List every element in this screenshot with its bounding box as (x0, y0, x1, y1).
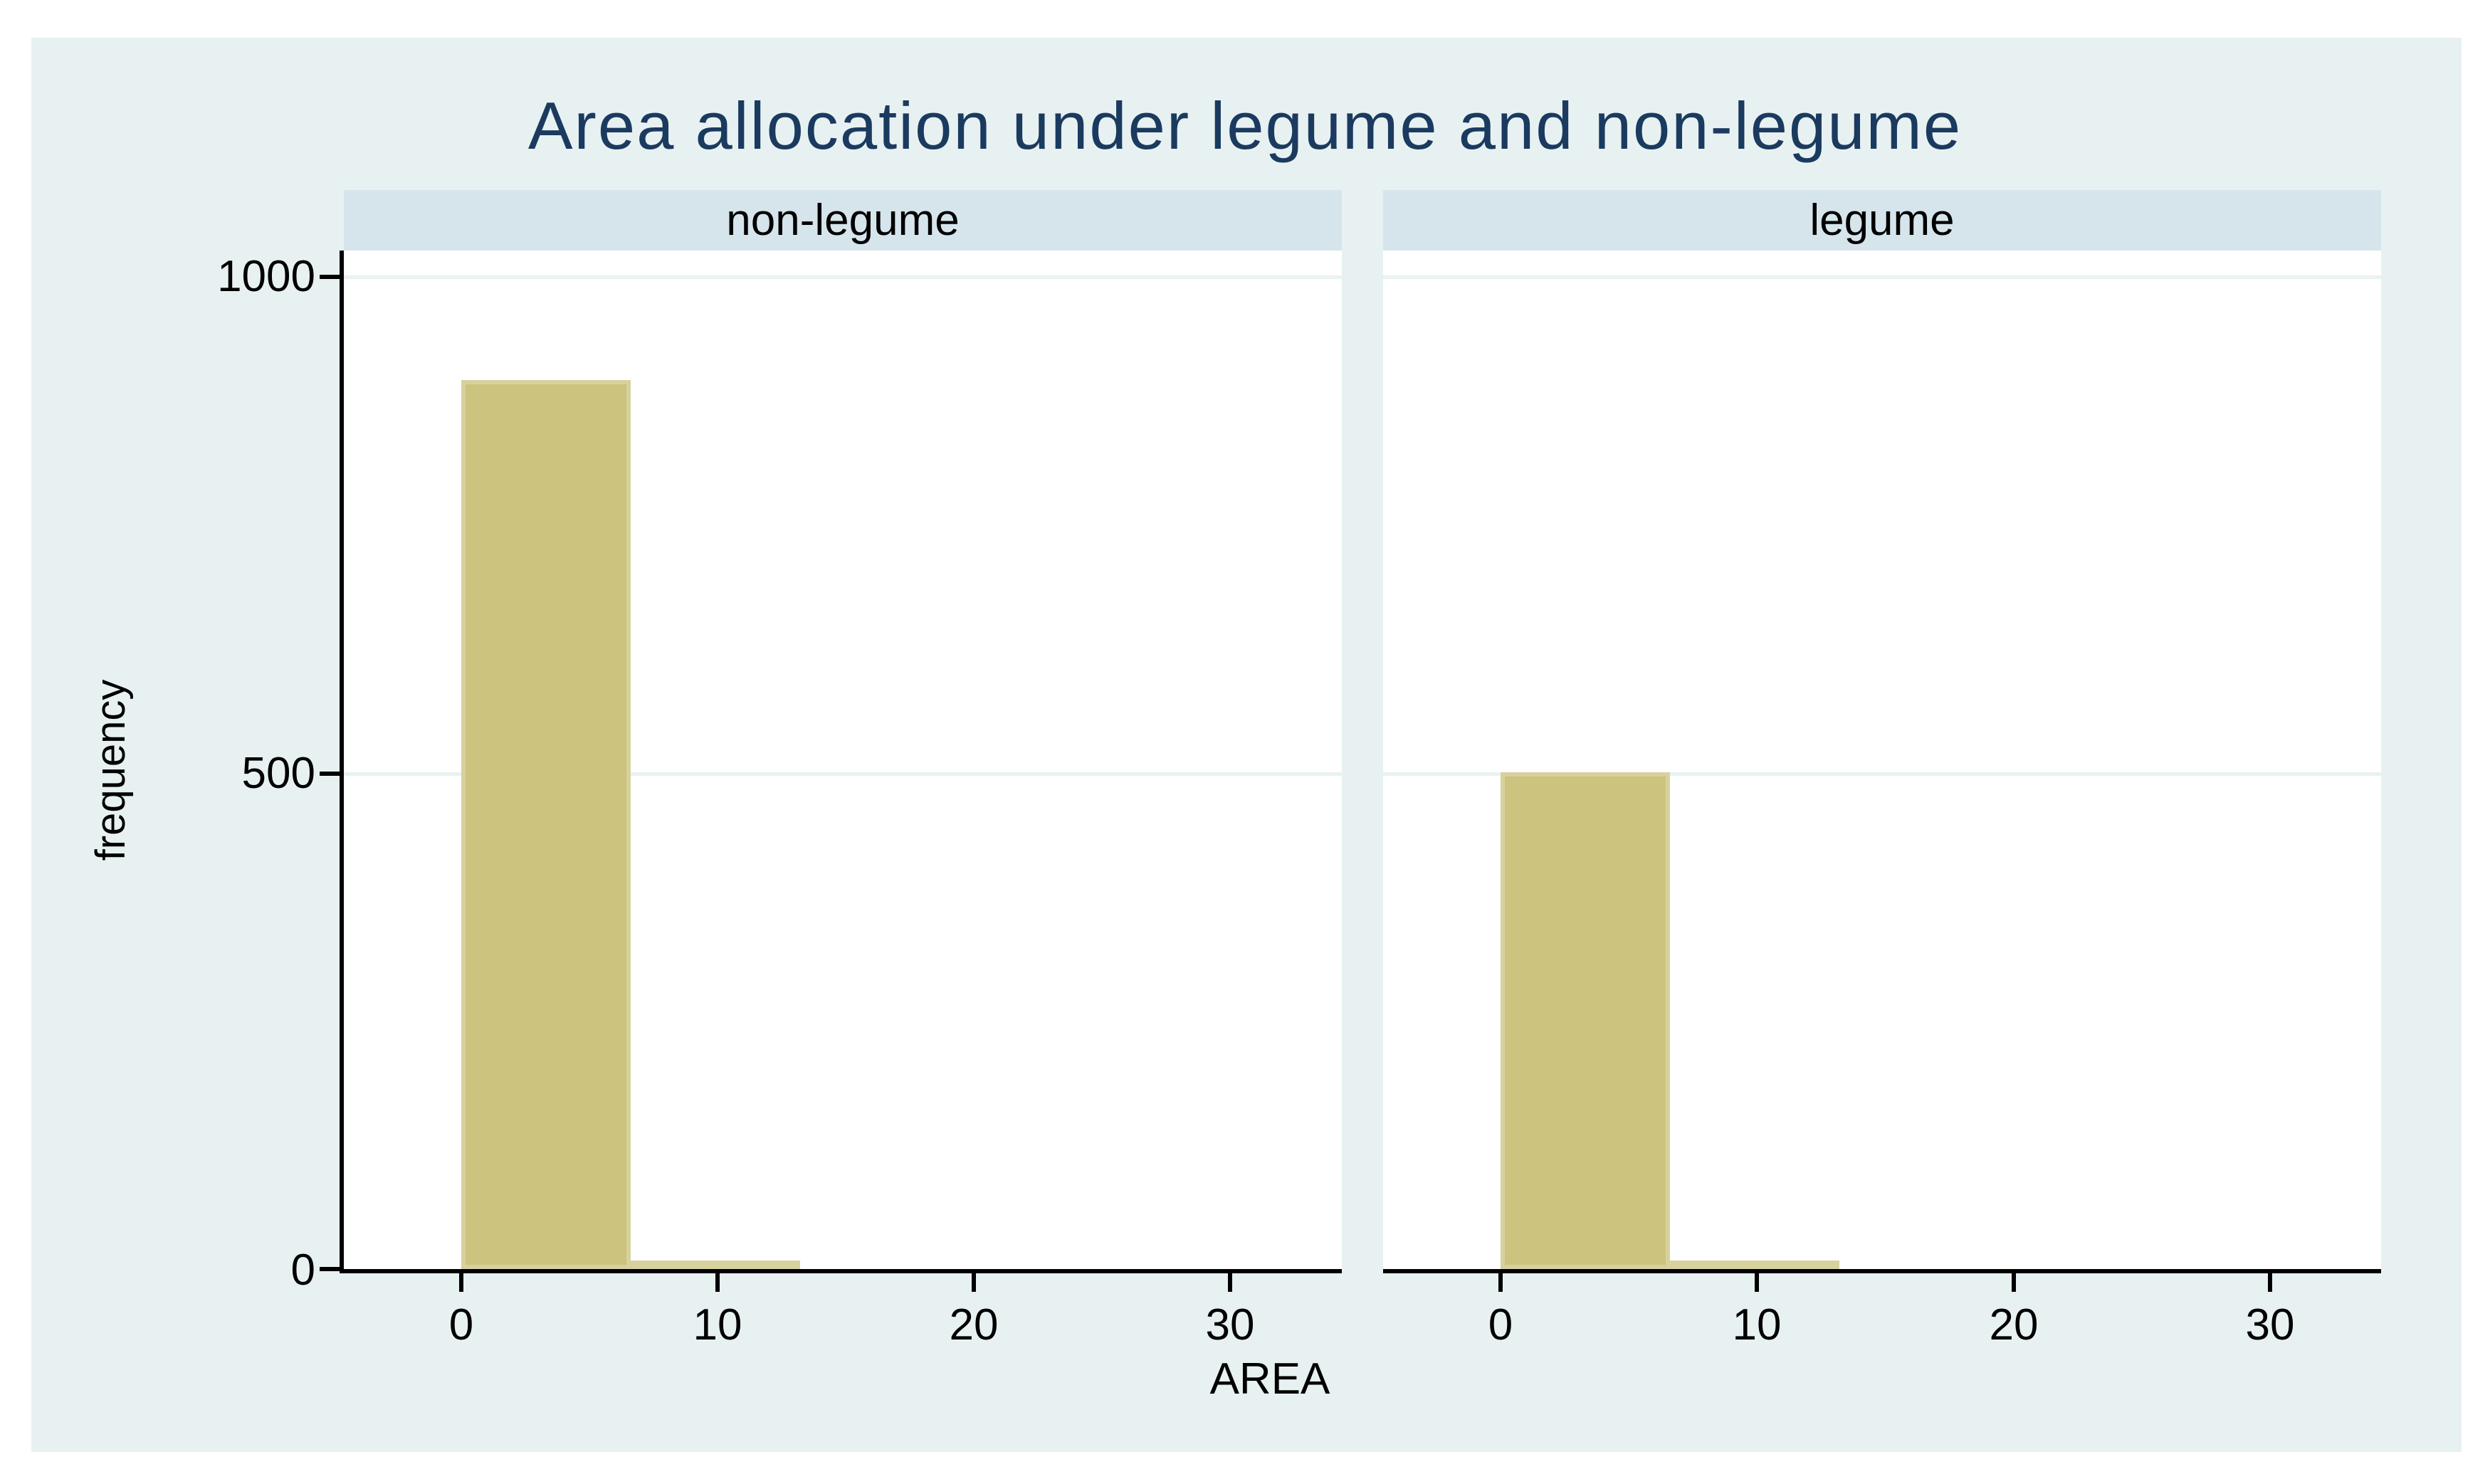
x-tick-left-0 (459, 1273, 463, 1292)
gridline-1000 (344, 275, 1342, 279)
y-axis-line (340, 251, 344, 1273)
x-tick-left-30 (1228, 1273, 1232, 1292)
x-tick-right-0 (1498, 1273, 1503, 1292)
x-tick-label-right-20: 20 (1989, 1300, 2039, 1349)
x-tick-right-30 (2268, 1273, 2272, 1292)
x-tick-label-right-10: 10 (1732, 1300, 1782, 1349)
x-tick-right-20 (2012, 1273, 2016, 1292)
y-tick-500 (320, 772, 340, 776)
x-tick-left-10 (715, 1273, 720, 1292)
x-tick-label-right-0: 0 (1488, 1300, 1513, 1349)
plot-area-non-legume (344, 251, 1342, 1269)
histogram-bar (1670, 1261, 1839, 1269)
x-axis-line-right (1383, 1269, 2381, 1273)
plot-area-legume (1383, 251, 2381, 1269)
x-tick-right-10 (1755, 1273, 1759, 1292)
histogram-bar (461, 380, 631, 1269)
x-tick-label-left-10: 10 (693, 1300, 742, 1349)
y-tick-label-1000: 1000 (217, 252, 315, 301)
x-axis-title: AREA (1209, 1354, 1330, 1404)
x-tick-label-left-20: 20 (949, 1300, 999, 1349)
chart-title: Area allocation under legume and non-leg… (527, 88, 1963, 163)
gridline-1000 (1383, 275, 2381, 279)
x-tick-left-20 (972, 1273, 976, 1292)
y-tick-1000 (320, 275, 340, 279)
y-tick-0 (320, 1267, 340, 1271)
panel-header-legume: legume (1383, 190, 2381, 251)
y-axis-title: frequency (88, 679, 134, 861)
x-tick-label-right-30: 30 (2245, 1300, 2295, 1349)
y-tick-label-500: 500 (241, 749, 315, 798)
gridline-500 (344, 772, 1342, 776)
histogram-bar (631, 1261, 800, 1269)
x-tick-label-left-0: 0 (448, 1300, 474, 1349)
gridline-500 (1383, 772, 2381, 776)
y-tick-label-0: 0 (290, 1246, 315, 1295)
panel-header-non-legume: non-legume (344, 190, 1342, 251)
x-axis-line-left (340, 1269, 1342, 1273)
x-tick-label-left-30: 30 (1205, 1300, 1255, 1349)
histogram-bar (1501, 772, 1670, 1269)
